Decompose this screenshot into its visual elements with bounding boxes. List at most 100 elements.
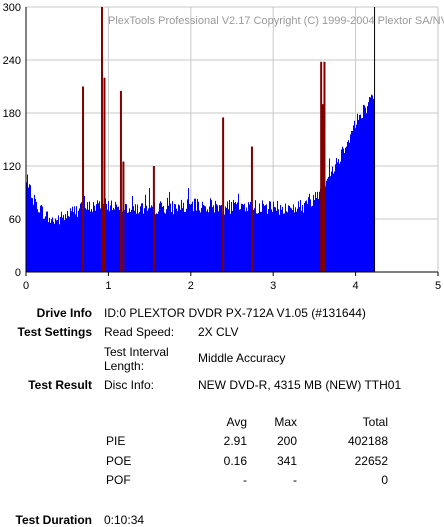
pie-bar [64,220,65,272]
pie-bar [303,212,304,272]
pof-total: 0 [381,473,388,487]
poe-spike [152,166,155,272]
pie-bar [114,209,115,272]
pie-bar [56,220,57,272]
pie-bar [260,211,261,272]
pie-bar [71,211,72,272]
pie-bar [129,208,130,272]
pie-bar [142,203,143,272]
pie-bar [199,210,200,272]
pie-bar [326,180,327,272]
pie-bar [216,204,217,272]
pie-bar [136,213,137,272]
poe-spike [321,104,324,273]
pie-bar [229,199,230,272]
drive-info-value: ID:0 PLEXTOR DVDR PX-712A V1.05 (#131644… [104,306,366,320]
pie-bar [41,204,42,272]
read-speed-value: 2X CLV [198,325,239,339]
pie-bar [74,206,75,272]
pie-bar [335,164,336,272]
pie-series [26,94,375,273]
pie-bar [115,201,116,272]
pie-bar [107,209,108,272]
pie-bar [166,209,167,272]
pie-bar [248,202,249,272]
pie-total: 402188 [347,434,388,448]
pie-bar [108,201,109,272]
pie-bar [363,104,364,273]
pie-bar [203,205,204,272]
pie-bar [328,176,329,272]
pie-bar [352,130,353,272]
pie-avg: 2.91 [223,434,247,448]
pie-bar [188,188,189,272]
pie-bar [279,214,280,272]
pie-bar [85,208,86,272]
pie-bar [351,131,352,272]
pie-bar [89,201,90,272]
pie-bar [346,146,347,272]
poe-spike [250,146,253,272]
pie-bar [106,203,107,272]
pie-bar [353,125,354,272]
pie-bar [39,212,40,272]
pie-bar [147,210,148,272]
interval-value: Middle Accuracy [198,351,286,365]
pie-bar [210,198,211,272]
pie-bar [36,201,37,272]
pie-bar [259,203,260,272]
pie-bar [249,204,250,272]
pie-bar [72,206,73,272]
pie-bar [208,212,209,272]
pie-bar [304,202,305,272]
pie-bar [215,200,216,272]
pie-bar [73,212,74,272]
y-tick-label: 60 [9,214,21,226]
pie-bar [187,199,188,272]
pie-bar [325,186,326,272]
pie-bar [296,211,297,272]
pie-bar [163,205,164,272]
pie-bar [219,205,220,272]
pie-bar [257,213,258,272]
pie-bar [165,213,166,272]
pie-bar [293,204,294,272]
pie-bar [287,212,288,272]
pie-bar [160,201,161,272]
pie-bar [209,206,210,272]
pie-bar [180,209,181,272]
pie-bar [234,202,235,272]
pie-bar [87,202,88,272]
pie-bar [270,201,271,272]
interval-label-line1: Test Interval [104,345,169,359]
pie-bar [35,198,36,272]
pie-bar [43,219,44,272]
pie-bar [356,124,357,272]
pie-bar [212,207,213,272]
pie-bar [100,208,101,272]
pie-bar [198,201,199,272]
pie-bar [68,216,69,272]
poe-avg: 0.16 [223,454,247,468]
pie-bar [44,218,45,272]
pie-bar [167,197,168,272]
pie-bar [78,210,79,272]
pie-bar [38,212,39,272]
pie-bar [278,209,279,272]
pie-bar [158,211,159,272]
pie-bar [92,211,93,272]
pie-bar [65,214,66,272]
pie-bar [237,202,238,272]
pie-bar [156,213,157,272]
pie-bar [178,204,179,272]
pie-bar [255,200,256,272]
poe-max: 341 [276,454,297,468]
disc-info-value: NEW DVD-R, 4315 MB (NEW) TTH01 [198,378,402,392]
pie-bar [285,203,286,272]
read-speed-label: Read Speed: [104,325,175,339]
pie-bar [240,209,241,272]
pie-bar [350,134,351,272]
x-tick-label: 5 [435,280,441,292]
pie-bar [144,208,145,272]
disc-info-label: Disc Info: [104,378,155,392]
